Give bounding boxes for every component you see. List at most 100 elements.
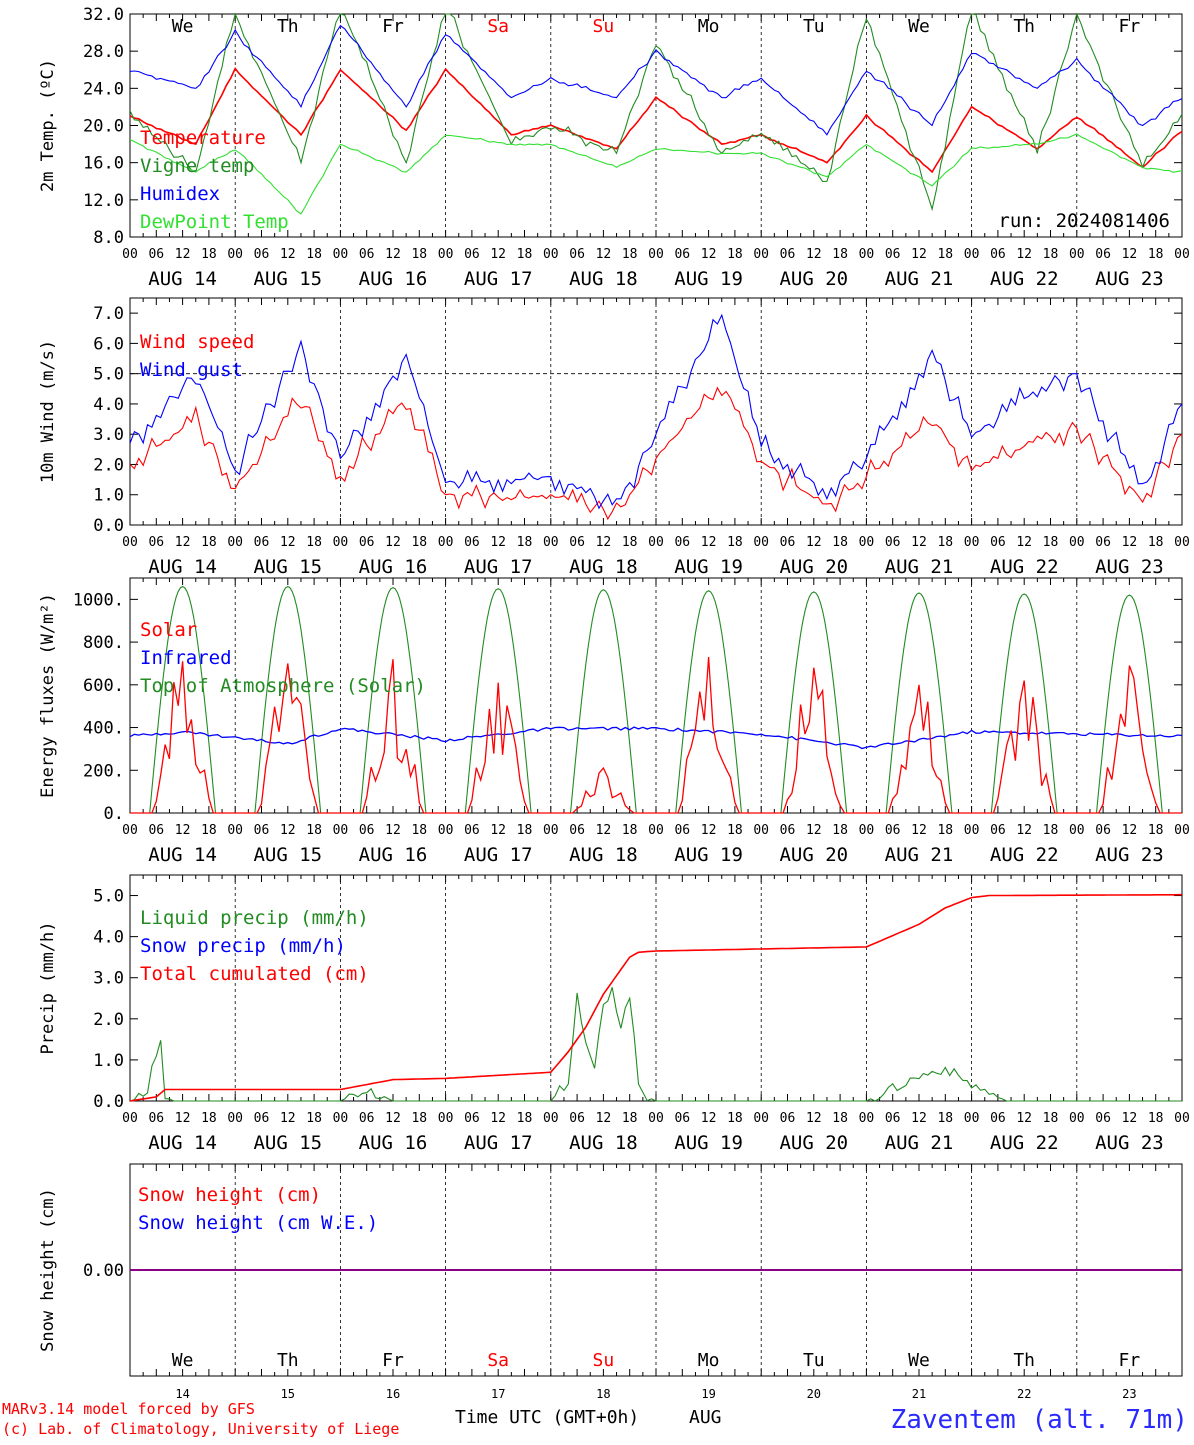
weekday-label: We	[172, 16, 194, 37]
y-tick-label: 32.0	[83, 5, 124, 25]
date-label: AUG 16	[359, 268, 428, 290]
hour-tick-label: 06	[780, 247, 796, 262]
y-tick-label: 24.0	[83, 79, 124, 99]
y-tick-label: 0.	[104, 804, 124, 824]
hour-tick-label: 00	[122, 823, 138, 838]
hour-tick-label: 00	[753, 247, 769, 262]
weekday-label: We	[908, 16, 930, 37]
hour-tick-label: 18	[832, 1111, 848, 1126]
hour-tick-label: 00	[227, 247, 243, 262]
hour-tick-label: 06	[1095, 247, 1111, 262]
hour-tick-label: 00	[1174, 535, 1190, 550]
hour-tick-label: 12	[596, 1111, 612, 1126]
day-number-label: 17	[491, 1387, 505, 1401]
hour-tick-label: 06	[674, 535, 690, 550]
hour-tick-label: 18	[517, 823, 533, 838]
hour-tick-label: 06	[254, 1111, 270, 1126]
hour-tick-label: 00	[753, 535, 769, 550]
hour-tick-label: 12	[1016, 823, 1032, 838]
hour-tick-label: 00	[648, 1111, 664, 1126]
legend-entry-liquid-precip-mm-h-: Liquid precip (mm/h)	[140, 907, 369, 929]
day-number-label: 19	[701, 1387, 715, 1401]
hour-tick-label: 18	[1148, 535, 1164, 550]
y-tick-label: 20.0	[83, 117, 124, 137]
legend-entry-total-cumulated-cm-: Total cumulated (cm)	[140, 963, 369, 985]
hour-tick-label: 06	[148, 535, 164, 550]
hour-tick-label: 12	[701, 247, 717, 262]
date-label: AUG 20	[779, 844, 848, 866]
hour-tick-label: 18	[937, 535, 953, 550]
hour-tick-label: 18	[727, 1111, 743, 1126]
hour-tick-label: 18	[937, 247, 953, 262]
hour-tick-label: 00	[438, 535, 454, 550]
date-label: AUG 21	[885, 844, 954, 866]
y-tick-label: 0.0	[93, 1092, 124, 1112]
hour-tick-label: 18	[306, 823, 322, 838]
date-label: AUG 19	[674, 844, 743, 866]
day-number-label: 23	[1122, 1387, 1136, 1401]
hour-tick-label: 12	[806, 247, 822, 262]
legend-entry-temperature: Temperature	[140, 127, 266, 149]
hour-tick-label: 18	[832, 823, 848, 838]
hour-tick-label: 06	[1095, 1111, 1111, 1126]
date-label: AUG 16	[359, 844, 428, 866]
date-label: AUG 16	[359, 1132, 428, 1154]
hour-tick-label: 12	[701, 535, 717, 550]
hour-tick-label: 06	[254, 247, 270, 262]
date-label: AUG 14	[148, 844, 217, 866]
hour-tick-label: 00	[1069, 1111, 1085, 1126]
hour-tick-label: 18	[1043, 247, 1059, 262]
y-tick-label: 8.0	[93, 228, 124, 248]
weekday-label: Fr	[1119, 16, 1141, 37]
hour-tick-label: 00	[859, 247, 875, 262]
date-label: AUG 15	[253, 844, 322, 866]
hour-tick-label: 18	[411, 247, 427, 262]
y-tick-label: 400.	[83, 719, 124, 739]
hour-tick-label: 00	[333, 823, 349, 838]
day-number-label: 21	[912, 1387, 926, 1401]
date-label: AUG 23	[1095, 268, 1164, 290]
hour-tick-label: 18	[201, 535, 217, 550]
hour-tick-label: 00	[122, 1111, 138, 1126]
hour-tick-label: 00	[333, 1111, 349, 1126]
date-label: AUG 19	[674, 556, 743, 578]
hour-tick-label: 06	[464, 823, 480, 838]
hour-tick-label: 06	[780, 823, 796, 838]
y-tick-label: 1.0	[93, 1051, 124, 1071]
date-label: AUG 20	[779, 268, 848, 290]
date-label: AUG 14	[148, 556, 217, 578]
hour-tick-label: 06	[780, 1111, 796, 1126]
y-tick-label: 800.	[83, 633, 124, 653]
date-label: AUG 23	[1095, 556, 1164, 578]
date-label: AUG 18	[569, 556, 638, 578]
hour-tick-label: 12	[490, 823, 506, 838]
hour-tick-label: 06	[990, 535, 1006, 550]
hour-tick-label: 00	[227, 823, 243, 838]
weekday-label: Fr	[1119, 1350, 1141, 1371]
hour-tick-label: 06	[464, 535, 480, 550]
hour-tick-label: 00	[964, 247, 980, 262]
weekday-label: Sa	[487, 1350, 509, 1371]
y-tick-label: 0.0	[93, 516, 124, 536]
hour-tick-label: 00	[859, 535, 875, 550]
y-tick-label: 4.0	[93, 395, 124, 415]
legend-entry-snow-height-cm-: Snow height (cm)	[138, 1184, 321, 1206]
hour-tick-label: 00	[438, 247, 454, 262]
meteogram: 8.0 12.0 16.0 20.0 24.0 28.0 32.0 2m Temp. (ºC)…	[0, 0, 1194, 1440]
hour-tick-label: 12	[1122, 535, 1138, 550]
legend-entry-solar: Solar	[140, 619, 197, 641]
hour-tick-label: 18	[1148, 1111, 1164, 1126]
hour-tick-label: 18	[201, 1111, 217, 1126]
hour-tick-label: 00	[753, 823, 769, 838]
y-axis-label: Snow height (cm)	[38, 1188, 58, 1352]
date-label: AUG 23	[1095, 844, 1164, 866]
hour-tick-label: 18	[201, 247, 217, 262]
hour-tick-label: 06	[990, 823, 1006, 838]
date-label: AUG 18	[569, 268, 638, 290]
hour-tick-label: 12	[280, 1111, 296, 1126]
hour-tick-label: 18	[1148, 823, 1164, 838]
hour-tick-label: 18	[727, 247, 743, 262]
hour-tick-label: 00	[438, 1111, 454, 1126]
hour-tick-label: 06	[464, 1111, 480, 1126]
date-label: AUG 15	[253, 556, 322, 578]
